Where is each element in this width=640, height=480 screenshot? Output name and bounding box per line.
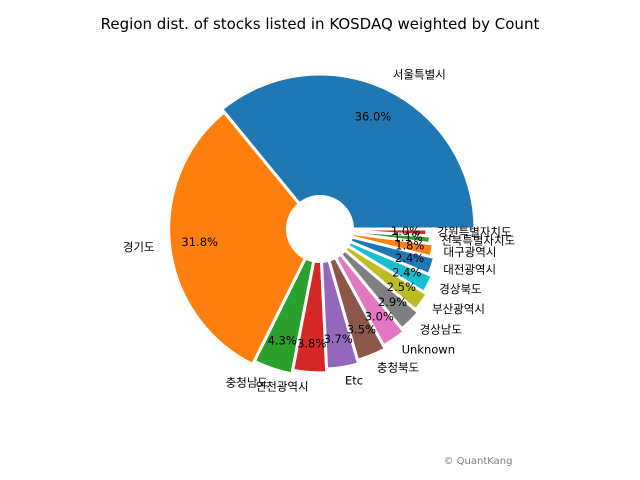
pie-slice [318, 227, 421, 331]
pie-slice [318, 227, 406, 348]
watermark: © QuantKang [444, 456, 513, 467]
slice-percent-label: 3.8% [297, 336, 326, 350]
slice-label: 충청남도 [226, 375, 268, 389]
slice-label: 강원특별자치도 [438, 225, 512, 239]
slice-label: Etc [345, 374, 363, 388]
slice-percent-label: 3.7% [324, 332, 353, 346]
donut-hole [286, 195, 354, 263]
slice-percent-label: 31.8% [181, 235, 218, 249]
slice-label: 부산광역시 [432, 302, 485, 316]
slice-percent-label: 4.3% [268, 333, 297, 347]
slice-label: 전북특별자치도 [441, 233, 515, 247]
slice-percent-label: 3.0% [365, 310, 394, 324]
slice-percent-labels: 36.0%31.8%4.3% 3.8%3.7%3.5%3.0%2.9%2.5%2.… [181, 109, 424, 350]
slice-label: 경상남도 [420, 323, 462, 337]
slice-label: 경기도 [123, 240, 155, 254]
slice-percent-label: 36.0% [355, 109, 392, 123]
slice-percent-label: 1.8% [395, 239, 424, 253]
pie-slice [167, 110, 322, 367]
slice-label: 경상북도 [439, 282, 481, 296]
slice-percent-label: 2.4% [392, 266, 421, 280]
slice-label: Unknown [402, 343, 455, 357]
slice-label: 인천광역시 [256, 379, 309, 393]
slice-percent-label: 3.5% [347, 323, 376, 337]
slice-label: 서울특별시 [393, 67, 446, 81]
slice-percent-label: 1.1% [393, 230, 422, 244]
slice-label: 대전광역시 [443, 262, 496, 276]
chart-title: Region dist. of stocks listed in KOSDAQ … [101, 15, 540, 33]
pie-slice [220, 72, 477, 231]
slice-label: 대구광역시 [444, 245, 497, 259]
slice-percent-label: 1.0% [391, 224, 420, 238]
pie-slice [252, 227, 322, 376]
slice-percent-label: 2.9% [378, 295, 407, 309]
slice-label: 충청북도 [377, 360, 419, 374]
slice-percent-label: 2.4% [395, 251, 424, 265]
pie-slice [291, 227, 329, 375]
slice-percent-label: 2.5% [387, 280, 416, 294]
